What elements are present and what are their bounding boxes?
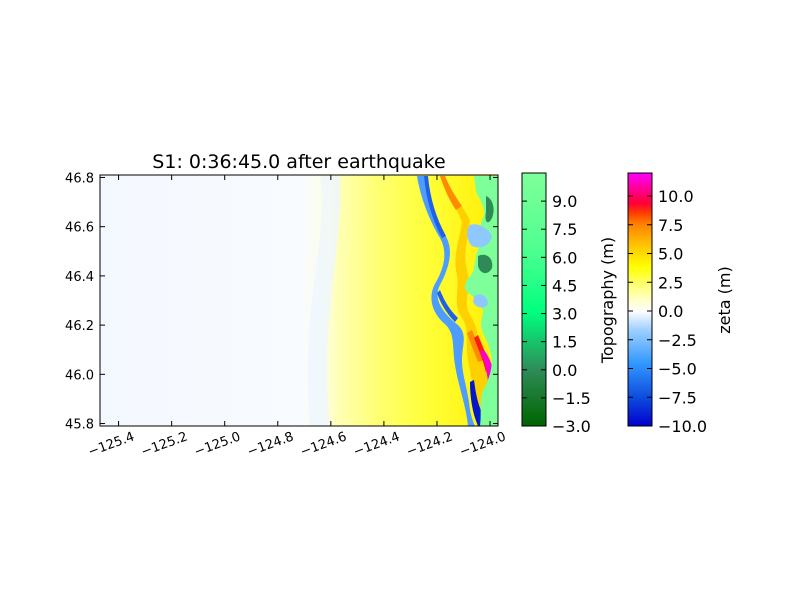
colorbar-tick-label: 3.0	[552, 305, 577, 324]
y-tick-label: 46.8	[65, 171, 94, 186]
x-tick-label: −125.0	[192, 429, 242, 460]
x-tick-label: −124.0	[458, 429, 508, 460]
colorbar-tick-label: 10.0	[658, 187, 694, 206]
colorbar-tick-label: −1.5	[552, 389, 591, 408]
topography-colorbar: 9.0 7.5 6.0 4.5 3.0 1.5 0.0 −1.5 −3.0 Topography…	[521, 172, 617, 436]
topography-colorbar-label: Topography (m)	[598, 237, 617, 364]
y-tick-label: 46.2	[65, 319, 94, 334]
plot-frame	[99, 174, 499, 427]
negative-wave-core	[424, 176, 458, 322]
heatmap-plot	[100, 175, 498, 426]
zeta-colorbar-gradient	[627, 172, 653, 427]
x-tick-label: −125.4	[86, 429, 136, 460]
deep-trough	[470, 380, 490, 426]
bay-water	[467, 224, 492, 308]
positive-wave-band	[440, 176, 495, 426]
colorbar-tick-label: 4.5	[552, 276, 577, 295]
colorbar-tick-label: 1.5	[552, 333, 577, 352]
zeta-colorbar: 10.0 7.5 5.0 2.5 0.0 −2.5 −5.0 −7.5 −10.0 zeta (…	[627, 172, 734, 436]
colorbar-tick-label: 0.0	[658, 302, 683, 321]
x-tick-label: −124.2	[405, 429, 455, 460]
y-tick-label: 46.4	[65, 270, 94, 285]
y-tick-label: 46.0	[65, 368, 94, 383]
colorbar-tick-label: 9.0	[552, 192, 577, 211]
colorbar-tick-label: −3.0	[552, 417, 591, 436]
y-tick-label: 45.8	[65, 418, 94, 433]
offshore-depression	[307, 176, 341, 426]
colorbar-tick-label: −10.0	[658, 417, 707, 436]
x-tick-label: −124.6	[298, 429, 348, 460]
colorbar-tick-label: −7.5	[658, 388, 697, 407]
x-tick-label: −124.4	[352, 429, 402, 460]
colorbar-tick-label: 6.0	[552, 248, 577, 267]
zeta-colorbar-label: zeta (m)	[715, 266, 734, 333]
y-axis: 46.8 46.6 46.4 46.2 46.0 45.8	[65, 171, 498, 433]
y-tick-label: 46.6	[65, 221, 94, 236]
colorbar-tick-label: 7.5	[658, 216, 683, 235]
zeta-colorbar-ticks: 10.0 7.5 5.0 2.5 0.0 −2.5 −5.0 −7.5 −10.0	[628, 187, 707, 436]
x-tick-label: −125.2	[139, 429, 189, 460]
chart-title: S1: 0:36:45.0 after earthquake	[152, 151, 445, 173]
low-land	[478, 196, 494, 274]
colorbar-tick-label: −2.5	[658, 331, 697, 350]
colorbar-tick-label: 0.0	[552, 361, 577, 380]
colorbar-tick-label: −5.0	[658, 360, 697, 379]
negative-wave-band	[417, 176, 475, 426]
colorbar-tick-label: 7.5	[552, 220, 577, 239]
colorbar-tick-label: 5.0	[658, 245, 683, 264]
x-tick-label: −124.8	[245, 429, 295, 460]
topography-colorbar-gradient	[521, 172, 547, 427]
topography-colorbar-ticks: 9.0 7.5 6.0 4.5 3.0 1.5 0.0 −1.5 −3.0	[522, 192, 591, 436]
colorbar-tick-label: 2.5	[658, 273, 683, 292]
